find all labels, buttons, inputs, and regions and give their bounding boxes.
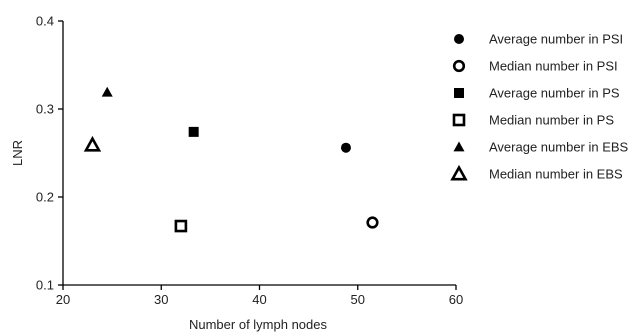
legend-label: Median number in PS	[489, 113, 614, 128]
tick-marks: 20 30 40 50 60 0.1 0.2 0.3 0.4	[36, 14, 463, 308]
data-points	[83, 86, 379, 233]
legend-label: Median number in EBS	[489, 167, 623, 182]
legend: Average number in PSI Median number in PS…	[450, 32, 629, 182]
legend-label: Average number in PS	[489, 86, 620, 101]
y-tick-label: 0.4	[36, 14, 54, 29]
x-axis-title: Number of lymph nodes	[189, 317, 328, 332]
legend-label: Average number in PSI	[489, 32, 623, 47]
legend-label: Average number in EBS	[489, 140, 629, 155]
x-tick-label: 30	[154, 292, 168, 307]
y-tick-label: 0.1	[36, 278, 54, 293]
x-tick-label: 60	[449, 292, 463, 307]
data-point-filled-triangle	[101, 86, 113, 97]
legend-marker-open-circle	[452, 59, 466, 73]
legend-marker-filled-triangle	[453, 141, 465, 152]
data-point-open-triangle	[83, 135, 102, 152]
legend-marker-open-triangle	[450, 164, 468, 181]
x-tick-label: 20	[56, 292, 70, 307]
y-tick-label: 0.2	[36, 190, 54, 205]
y-tick-label: 0.3	[36, 102, 54, 117]
data-point-open-circle	[366, 216, 379, 229]
y-axis-title: LNR	[10, 140, 25, 166]
legend-marker-filled-circle	[454, 34, 464, 44]
data-point-open-square	[174, 219, 188, 233]
axes	[62, 21, 456, 286]
legend-marker-open-square	[452, 113, 466, 127]
data-point-filled-circle	[340, 142, 351, 153]
x-tick-label: 40	[252, 292, 266, 307]
legend-label: Median number in PSI	[489, 59, 618, 74]
x-tick-label: 50	[351, 292, 365, 307]
data-point-filled-square	[188, 126, 199, 137]
legend-marker-filled-square	[454, 88, 464, 98]
